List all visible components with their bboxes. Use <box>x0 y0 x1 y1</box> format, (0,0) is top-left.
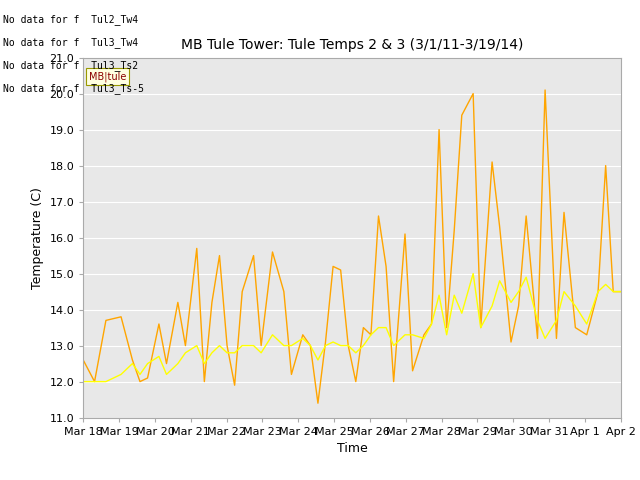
Title: MB Tule Tower: Tule Temps 2 & 3 (3/1/11-3/19/14): MB Tule Tower: Tule Temps 2 & 3 (3/1/11-… <box>181 38 523 52</box>
Tul2_Ts-2 <box>280 289 288 295</box>
Tul2_Ts-8 <box>216 343 223 348</box>
Tul2_Ts-8 <box>200 361 208 367</box>
Tul2_Ts-2 <box>374 213 382 219</box>
Tul2_Ts-8 <box>469 271 477 276</box>
Tul2_Ts-2 <box>560 210 568 216</box>
Tul2_Ts-2 <box>79 357 87 363</box>
Tul2_Ts-8 <box>79 379 87 384</box>
Tul2_Ts-8 <box>367 332 375 338</box>
Text: No data for f  Tul3_Ts-5: No data for f Tul3_Ts-5 <box>3 84 144 95</box>
Line: Tul2_Ts-8: Tul2_Ts-8 <box>83 274 621 382</box>
Y-axis label: Temperature (C): Temperature (C) <box>31 187 44 288</box>
Tul2_Ts-2 <box>617 289 625 295</box>
Text: No data for f  Tul3_Tw4: No data for f Tul3_Tw4 <box>3 37 138 48</box>
Text: No data for f  Tul2_Tw4: No data for f Tul2_Tw4 <box>3 14 138 25</box>
Tul2_Ts-8 <box>617 289 625 295</box>
Tul2_Ts-2 <box>409 368 417 373</box>
Tul2_Ts-2 <box>314 400 322 406</box>
Tul2_Ts-2 <box>200 379 208 384</box>
Line: Tul2_Ts-2: Tul2_Ts-2 <box>83 90 621 403</box>
Text: No data for f  Tul3_Ts2: No data for f Tul3_Ts2 <box>3 60 138 72</box>
Tul2_Ts-8 <box>280 343 288 348</box>
Tul2_Ts-2 <box>541 87 549 93</box>
Tul2_Ts-8 <box>552 318 560 324</box>
Tul2_Ts-2 <box>216 252 223 258</box>
Text: MB|tule: MB|tule <box>88 71 126 82</box>
X-axis label: Time: Time <box>337 442 367 455</box>
Tul2_Ts-8 <box>401 332 409 338</box>
